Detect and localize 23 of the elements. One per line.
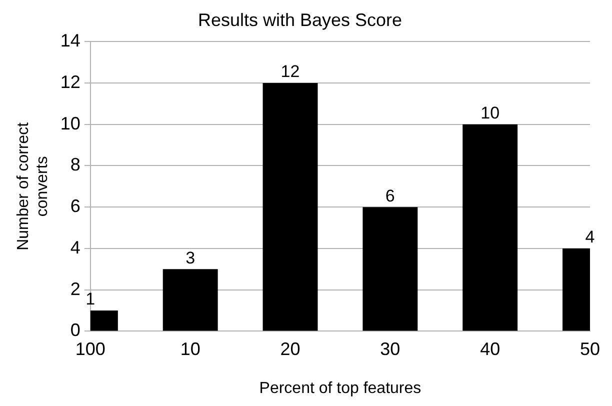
x-tick-label: 20 [280,338,300,359]
data-label: 4 [585,228,595,247]
y-axis-title: Number of correct converts [15,122,52,250]
x-tick-label: 100 [75,338,106,359]
data-label: 1 [86,290,96,309]
x-tick-label: 40 [480,338,500,359]
x-tick-label: 50 [580,338,600,359]
y-tick-label: 4 [70,237,80,258]
x-axis-title: Percent of top features [259,380,422,397]
y-tick-label: 14 [60,30,80,51]
y-tick-label: 10 [60,113,80,134]
data-label: 6 [385,186,395,206]
data-label: 10 [480,104,500,123]
data-label: 3 [186,248,196,268]
data-label: 12 [280,62,300,82]
x-tick-label: 10 [180,338,200,359]
chart-title: Results with Bayes Score [198,10,402,30]
x-tick-label: 30 [380,338,400,359]
y-tick-label: 6 [70,196,80,216]
y-tick-label: 0 [70,320,80,340]
y-tick-label: 2 [70,278,80,299]
y-tick-label: 12 [60,72,80,92]
y-tick-label: 8 [70,154,80,175]
